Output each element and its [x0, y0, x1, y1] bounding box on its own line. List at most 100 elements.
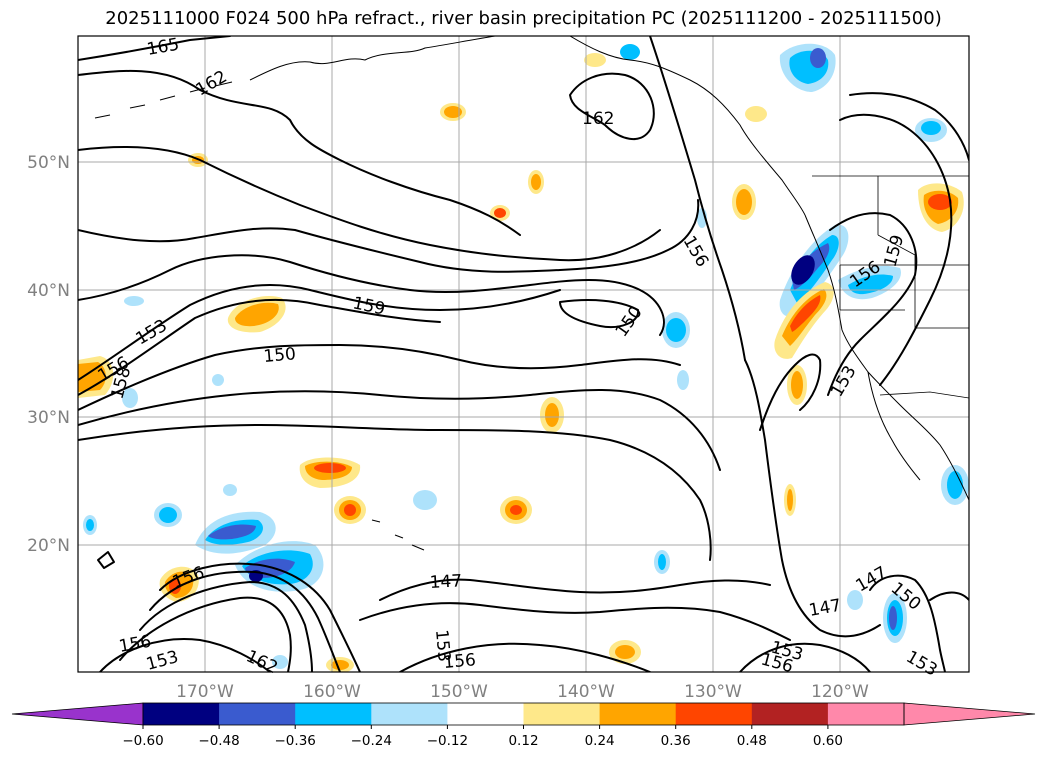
orange-anomaly-ca-coast-core: [791, 371, 803, 399]
height-contours: [78, 36, 969, 672]
blue-anomaly-mexico-core: [947, 471, 963, 499]
red-anomaly-california-inner: [790, 295, 821, 332]
orange-anomaly-east-central-inner: [510, 505, 522, 515]
colorbar-segment: [675, 703, 753, 725]
orange-anomaly-n4: [745, 106, 767, 122]
blue-anomaly-nw-coast-max: [791, 255, 815, 285]
orange-anomaly-n-core: [444, 106, 462, 118]
state-borders: [839, 176, 969, 329]
contour-147-south: [379, 578, 771, 601]
orange-anomaly-n5: [584, 53, 606, 67]
blue-anomaly-hawaii-west-inner: [208, 524, 256, 540]
blue-anomaly-w-1: [124, 296, 144, 306]
blue-anomaly-central-coast-core: [848, 274, 893, 295]
orange-anomaly-n2-core: [531, 174, 541, 190]
contour-153-zonal: [78, 199, 700, 273]
contour-coast-3: [839, 113, 953, 386]
aleutian-islands: [94, 81, 233, 119]
blue-anomaly-hawaii-2-core: [86, 519, 94, 531]
blue-anomaly-south-e2: [847, 590, 863, 610]
colorbar: −0.60 −0.48 −0.36 −0.24 −0.12 0.12 0.24 0.36 0.4…: [11, 702, 1036, 749]
blue-anomaly-bc-core: [921, 121, 941, 135]
orange-anomaly-west-core: [78, 362, 106, 392]
contour-se-cluster-3: [929, 591, 969, 601]
orange-anomaly-baja-core: [787, 489, 793, 511]
graticule: [78, 36, 969, 672]
contour-label: 147: [429, 571, 462, 593]
contour-165: [78, 36, 231, 61]
lon-label: 150°W: [430, 682, 488, 702]
colorbar-tick-label: −0.60: [122, 733, 163, 749]
blue-anomaly-w-5: [272, 655, 288, 669]
blue-anomaly-e-2-core: [658, 554, 666, 570]
lon-label: 120°W: [811, 682, 869, 702]
map-background: [78, 36, 969, 672]
contour-low-center-3: [139, 581, 313, 672]
alaska-coast: [249, 36, 806, 216]
contour-coast-trough: [759, 353, 822, 431]
contour-147-cutoff: [559, 299, 640, 328]
colorbar-over-extend: [903, 702, 1036, 726]
blue-anomaly-e-1: [413, 490, 437, 510]
blue-anomaly-w-4: [223, 484, 237, 496]
colorbar-segment: [447, 703, 524, 725]
colorbar-tick-label: 0.12: [508, 733, 538, 749]
colorbar-under-extend: [11, 702, 144, 726]
blue-anomaly-w-3: [212, 374, 224, 386]
baja-california: [867, 371, 921, 481]
blue-anomaly-w-2: [122, 388, 138, 408]
contour-156-jet: [78, 284, 561, 381]
lat-label: 30°N: [27, 408, 70, 428]
lon-label: 130°W: [684, 682, 742, 702]
blue-anomaly-alaska-inner: [810, 48, 826, 68]
lat-label: 20°N: [27, 536, 70, 556]
colorbar-tick-label: −0.24: [351, 733, 392, 749]
orange-anomaly-south-3-core: [331, 660, 349, 670]
contour-159-north: [78, 146, 661, 262]
colorbar-segment: [143, 703, 220, 725]
lat-label: 40°N: [27, 281, 70, 301]
orange-anomaly-south-inner: [344, 504, 356, 516]
orange-anomaly-mid-core: [545, 403, 559, 427]
colorbar-segment: [523, 703, 601, 725]
contour-156-trough: [649, 36, 746, 361]
colorbar-segment: [751, 703, 829, 725]
us-mexico-border: [879, 391, 969, 399]
contour-label: 150: [263, 344, 297, 367]
longitude-labels: 170°W 160°W 150°W 140°W 130°W 120°W: [176, 682, 869, 702]
orange-anomaly-n3-core: [494, 208, 506, 218]
colorbar-segment: [599, 703, 677, 725]
map-title: 2025111000 F024 500 hPa refract., river …: [105, 8, 942, 29]
contour-label: 162: [582, 109, 614, 129]
colorbar-tick-label: 0.48: [737, 733, 767, 749]
contour-west-closed: [97, 551, 115, 569]
contour-156-south: [78, 424, 712, 561]
blue-anomaly-mid-1-core: [666, 318, 686, 342]
orange-anomaly-interior-inner: [928, 194, 952, 210]
blue-anomaly-mid-3: [677, 370, 689, 390]
colorbar-segment: [219, 703, 296, 725]
contour-ridge-east: [744, 359, 881, 638]
hawaii-islands: [371, 519, 425, 551]
contour-153-south: [78, 389, 721, 471]
colorbar-segment: [295, 703, 372, 725]
contour-162-north: [78, 69, 521, 236]
lat-label: 50°N: [27, 153, 70, 173]
blue-anomaly-south-e-inner: [889, 606, 897, 630]
contour-150-west: [78, 344, 681, 411]
map-frame: [77, 35, 970, 673]
contour-label: 153: [431, 629, 454, 663]
colorbar-tick-label: −0.12: [427, 733, 468, 749]
latitude-labels: 50°N 40°N 30°N 20°N: [27, 153, 70, 556]
contour-coast-4: [849, 92, 969, 161]
colorbar-segment: [371, 703, 448, 725]
contour-159-jet: [78, 298, 441, 396]
contour-150-zonal: [78, 254, 665, 336]
colorbar-tick-label: −0.36: [275, 733, 316, 749]
contour-low-center-1: [159, 562, 361, 672]
colorbar-tick-label: 0.60: [813, 733, 843, 749]
contour-low-center-2: [149, 570, 341, 672]
blue-anomaly-gulf: [620, 44, 640, 60]
lon-label: 170°W: [176, 682, 234, 702]
